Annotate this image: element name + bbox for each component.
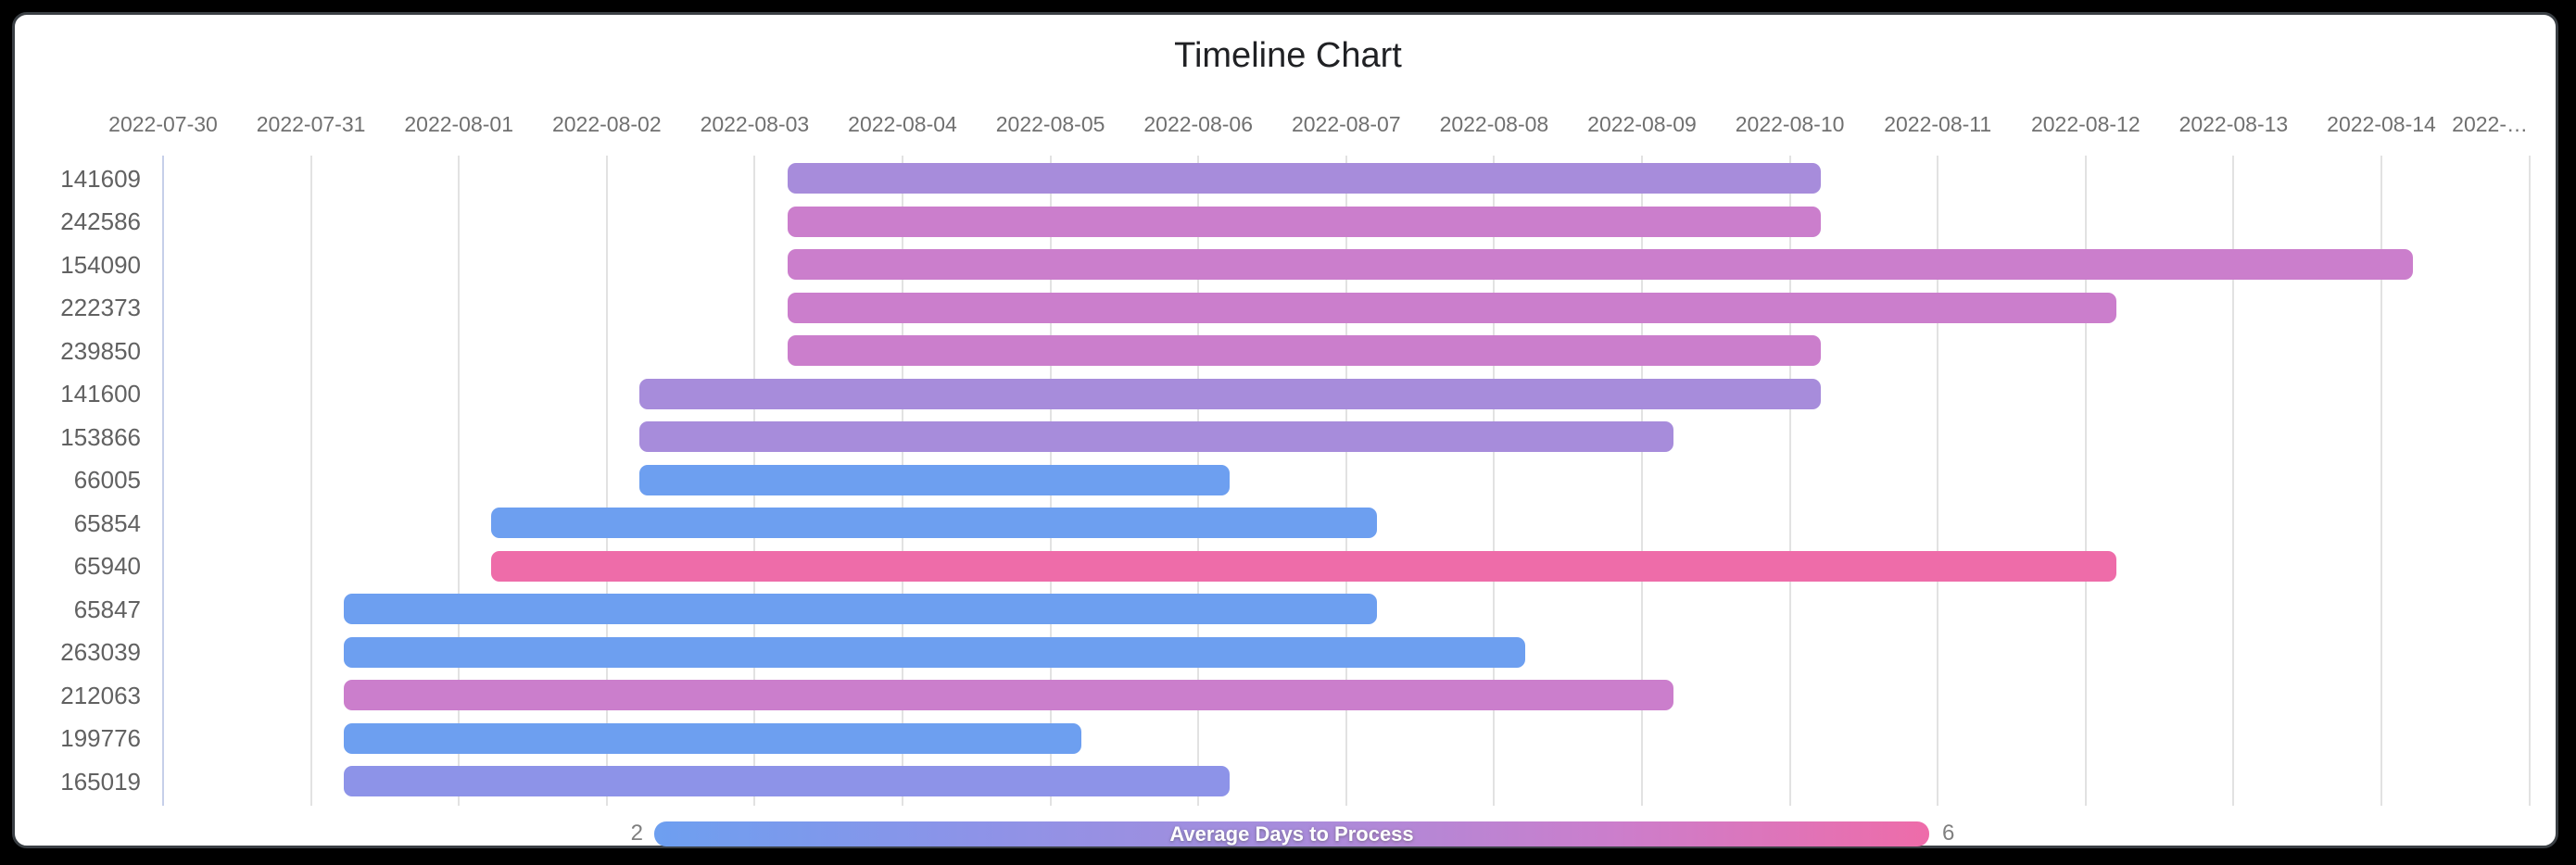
gridline [1937,156,1939,806]
timeline-bar[interactable] [787,206,1822,237]
x-axis-tick-label: 2022-08-10 [1735,112,1845,136]
y-axis-row-label: 222373 [60,294,141,321]
y-axis-row-label: 66005 [73,466,141,494]
y-axis-row-label: 263039 [60,638,141,666]
x-axis-tick-label: 2022-08-09 [1587,112,1697,136]
gridline [162,156,164,806]
x-axis-tick-label: 2022-08-04 [848,112,957,136]
x-axis-tick-label: 2022-08-01 [404,112,514,136]
x-axis-tick-label: 2022-07-31 [256,112,366,136]
timeline-bar[interactable] [638,421,1673,452]
gridline [605,156,608,806]
y-axis-row-label: 65854 [73,508,141,537]
x-axis-tick-label: 2022-08-06 [1143,112,1254,136]
y-axis-row-label: 165019 [60,767,141,796]
gridline [309,156,312,806]
x-axis-tick-label: 2022-08-14 [2327,112,2436,136]
timeline-bar[interactable] [343,594,1378,624]
gridline [1493,156,1496,806]
y-axis-row-label: 65847 [73,595,141,623]
y-axis-row-label: 65940 [73,552,141,580]
timeline-bar[interactable] [343,636,1525,668]
y-axis-row-label: 153866 [60,422,141,451]
colorbar-legend: 2 Average Days to Process 6 [0,819,2576,856]
gridline [1345,156,1347,806]
x-axis-tick-label: 2022-08-11 [1884,112,1992,136]
x-axis-tick-label: 2022-07-30 [108,112,218,136]
y-axis-row-label: 212063 [60,681,141,709]
timeline-bar[interactable] [787,292,2117,323]
y-axis-row-label: 242586 [60,207,141,235]
gridline [1788,156,1791,806]
x-axis-tick-label: 2022-08-08 [1439,112,1549,136]
timeline-bar[interactable] [343,680,1673,710]
chart-title: Timeline Chart [1174,36,1402,75]
x-axis-tick-label: 2022-08-03 [700,112,810,136]
y-axis-row-label: 239850 [60,336,141,365]
timeline-bar[interactable] [491,508,1378,538]
x-axis-tick-label: 2022-08-02 [551,112,662,136]
timeline-bar[interactable] [491,550,2117,582]
timeline-bar[interactable] [343,722,1082,754]
y-axis-row-label: 154090 [60,250,141,279]
gridline [458,156,461,806]
x-axis-tick-label: 2022-08-13 [2178,112,2289,136]
gridline [2528,156,2531,806]
y-axis-row-label: 141600 [60,380,141,407]
y-axis-row-label: 141609 [60,164,141,193]
timeline-bar[interactable] [787,249,2413,280]
x-axis-tick-label: 2022-08-07 [1291,112,1401,136]
gridline [2380,156,2382,806]
x-axis-tick-label-overflow: 2022-… [2452,112,2528,136]
colorbar-title: Average Days to Process [1169,821,1414,846]
x-axis-tick-label: 2022-08-05 [995,112,1105,136]
timeline-bar[interactable] [787,335,1822,366]
gridline [2084,156,2087,806]
timeline-bar[interactable] [787,163,1822,194]
gridline [1641,156,1643,806]
timeline-bar[interactable] [343,766,1230,796]
colorbar-min-label: 2 [630,821,643,846]
y-axis-row-label: 199776 [60,724,141,752]
timeline-bar[interactable] [638,464,1230,495]
gridline [2232,156,2235,806]
colorbar-max-label: 6 [1942,821,1955,846]
x-axis-tick-label: 2022-08-12 [2030,112,2140,136]
timeline-bar[interactable] [638,378,1822,409]
colorbar-gradient: Average Days to Process [654,821,1929,846]
